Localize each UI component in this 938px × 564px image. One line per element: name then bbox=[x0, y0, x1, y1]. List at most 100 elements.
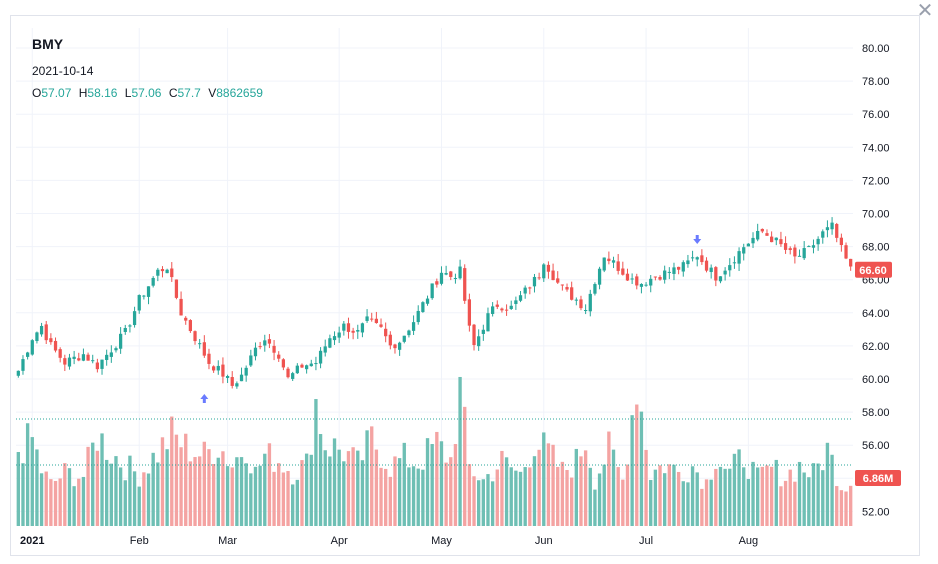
candle-body bbox=[244, 367, 248, 376]
volume-bar bbox=[467, 464, 472, 526]
candle-body bbox=[751, 237, 755, 244]
candle-body bbox=[663, 270, 667, 280]
time-axis[interactable]: 2021 Feb Mar Apr May Jun Jul Aug bbox=[20, 535, 758, 547]
volume-bar bbox=[67, 468, 72, 526]
volume-bar bbox=[309, 454, 313, 526]
chart-legend: BMY 2021-10-14 O57.07 H58.16 L57.06 C57.… bbox=[32, 36, 263, 100]
candle-body bbox=[370, 318, 374, 320]
candle-body bbox=[821, 231, 825, 238]
volume-bar bbox=[86, 446, 90, 526]
volume-bar bbox=[393, 456, 397, 526]
candle-body bbox=[793, 247, 797, 257]
price-axis[interactable]: 80.0078.0076.0074.0072.0070.0068.0066.00… bbox=[862, 43, 890, 518]
candle-body bbox=[49, 338, 53, 343]
candle-body bbox=[737, 251, 741, 264]
volume-bar bbox=[188, 461, 193, 526]
candle-body bbox=[346, 323, 351, 332]
candle-body bbox=[811, 245, 816, 248]
volume-bar bbox=[174, 434, 179, 526]
candle-body bbox=[439, 272, 444, 284]
volume-bar bbox=[263, 453, 267, 526]
candle-body bbox=[788, 248, 792, 251]
candle-body bbox=[472, 324, 476, 346]
candle-body bbox=[458, 266, 462, 279]
candle-body bbox=[542, 264, 546, 279]
volume-bar bbox=[737, 449, 741, 526]
close-value: 57.7 bbox=[177, 86, 201, 100]
candle-body bbox=[518, 295, 523, 301]
volume-bar bbox=[630, 415, 634, 526]
volume-bar bbox=[63, 463, 67, 526]
volume-bar bbox=[411, 466, 416, 526]
candle-body bbox=[686, 260, 690, 265]
candle-body bbox=[597, 268, 602, 285]
volume-bar bbox=[388, 476, 392, 526]
volume-bar bbox=[621, 479, 625, 526]
volume-bar bbox=[244, 463, 248, 526]
volume-bar bbox=[746, 478, 751, 526]
candle-body bbox=[704, 260, 709, 271]
volume-bar bbox=[137, 486, 141, 526]
volume-bar bbox=[346, 451, 351, 526]
volume-bar bbox=[695, 472, 699, 526]
volume-bar bbox=[128, 455, 132, 526]
candle-body bbox=[165, 269, 169, 274]
volume-bar bbox=[490, 481, 495, 526]
price-tick-label: 64.00 bbox=[862, 308, 890, 320]
candle-body bbox=[783, 243, 788, 250]
volume-bar bbox=[756, 467, 760, 526]
volume-bar bbox=[114, 456, 118, 526]
volume-bar bbox=[193, 457, 197, 526]
volume-bar bbox=[676, 471, 681, 526]
grid-lines bbox=[16, 28, 853, 526]
candle-body bbox=[337, 332, 341, 338]
candle-body bbox=[314, 363, 318, 365]
volume-bar bbox=[216, 457, 220, 526]
volume-bar bbox=[239, 457, 244, 526]
volume-bar bbox=[132, 471, 137, 526]
candle-body bbox=[105, 354, 109, 360]
time-tick-label: Aug bbox=[739, 535, 759, 547]
volume-bar bbox=[439, 441, 444, 526]
candle-body bbox=[565, 287, 569, 290]
candle-body bbox=[495, 304, 499, 307]
volume-bar bbox=[286, 471, 290, 526]
volume-bar bbox=[416, 468, 420, 526]
candle-body bbox=[142, 295, 146, 297]
volume-bar bbox=[449, 457, 453, 526]
time-tick-label: Apr bbox=[331, 535, 348, 547]
volume-bar bbox=[458, 376, 462, 526]
volume-bar bbox=[477, 480, 481, 526]
price-tick-label: 52.00 bbox=[862, 506, 890, 518]
volume-bar bbox=[77, 478, 81, 526]
volume-bar bbox=[839, 490, 844, 526]
volume-bar bbox=[574, 448, 578, 526]
candle-body bbox=[286, 368, 290, 378]
close-icon[interactable]: ✕ bbox=[916, 0, 934, 22]
volume-bar bbox=[249, 473, 253, 526]
candle-body bbox=[225, 376, 230, 378]
volume-bar bbox=[198, 456, 202, 526]
candle-body bbox=[30, 340, 34, 355]
volume-bar bbox=[44, 471, 48, 526]
open-label: O bbox=[32, 86, 42, 100]
bar-date: 2021-10-14 bbox=[32, 64, 94, 78]
candle-body bbox=[95, 362, 100, 370]
candle-body bbox=[644, 284, 648, 286]
candle-body bbox=[39, 325, 44, 335]
candle-body bbox=[695, 257, 699, 260]
candle-body bbox=[81, 354, 86, 361]
candle-body bbox=[579, 299, 583, 309]
volume-bar bbox=[235, 457, 239, 526]
candle-body bbox=[86, 354, 90, 361]
candle-body bbox=[639, 283, 644, 287]
volume-bar bbox=[211, 464, 216, 526]
volume-bar bbox=[81, 476, 86, 526]
candle-body bbox=[797, 255, 802, 257]
volume-bar bbox=[774, 459, 778, 526]
candle-body bbox=[607, 258, 611, 262]
candle-body bbox=[849, 258, 853, 267]
candle-body bbox=[72, 356, 76, 359]
volume-bar bbox=[821, 470, 825, 526]
